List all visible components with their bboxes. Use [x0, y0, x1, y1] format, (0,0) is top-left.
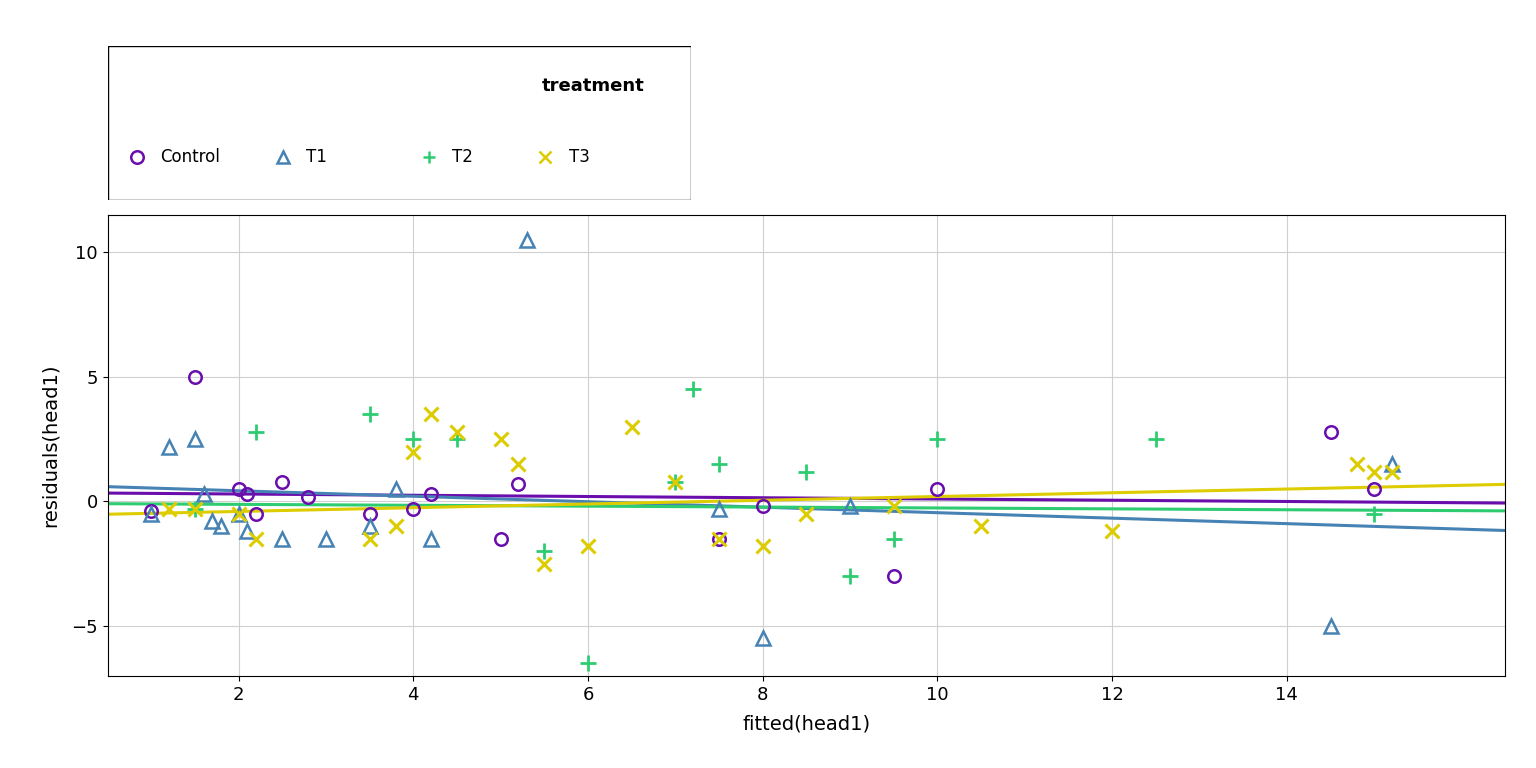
X-axis label: fitted(head1): fitted(head1) [742, 715, 871, 733]
FancyBboxPatch shape [108, 46, 691, 200]
Y-axis label: residuals(head1): residuals(head1) [41, 364, 60, 527]
Text: T3: T3 [568, 147, 590, 166]
Text: treatment: treatment [542, 77, 645, 94]
Text: T2: T2 [452, 147, 473, 166]
Text: T1: T1 [306, 147, 327, 166]
Text: Control: Control [160, 147, 220, 166]
